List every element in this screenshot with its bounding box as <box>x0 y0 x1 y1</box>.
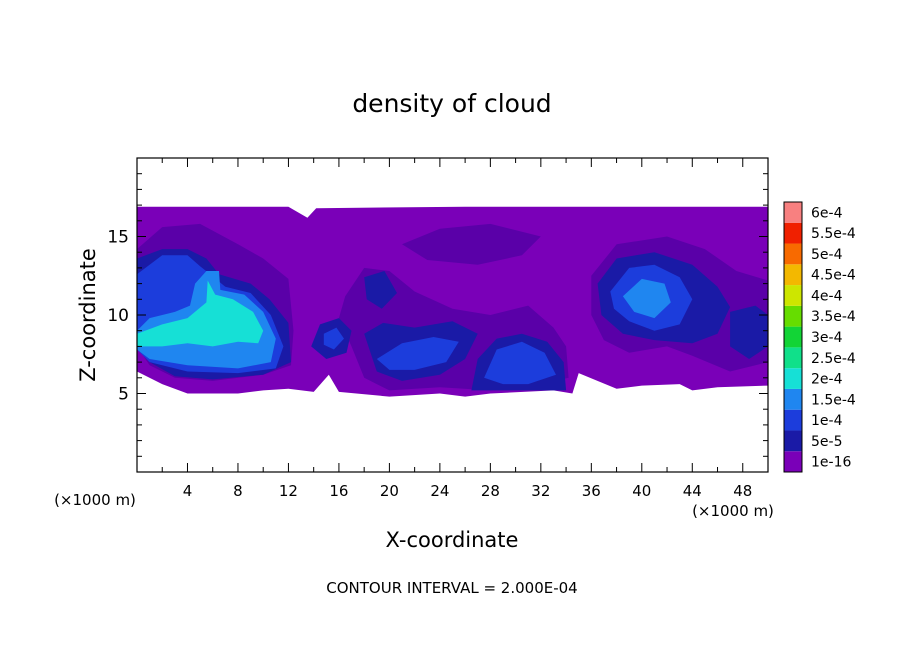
y-tick-label: 5 <box>118 385 129 405</box>
colorbar-swatch <box>784 222 802 244</box>
colorbar-swatch <box>784 202 802 223</box>
x-tick-label: 40 <box>632 482 651 500</box>
colorbar-label: 1e-16 <box>811 455 851 471</box>
colorbar-swatch <box>784 430 802 452</box>
colorbar-frame <box>783 201 803 473</box>
colorbar-swatch <box>784 243 802 265</box>
x-unit-label-left: (×1000 m) <box>54 491 136 509</box>
x-tick-label: 8 <box>233 482 243 500</box>
colorbar-label: 3.5e-4 <box>811 309 856 325</box>
colorbar-swatch <box>784 368 802 389</box>
field-region-19 <box>137 280 264 347</box>
y-tick-label: 10 <box>107 306 129 326</box>
colorbar-swatch <box>784 409 802 431</box>
colorbar-label: 1e-4 <box>811 413 843 429</box>
field-region-16 <box>323 327 344 350</box>
colorbar-label: 5.5e-4 <box>811 226 856 242</box>
x-tick-label: 16 <box>329 482 348 500</box>
y-axis: 5 10 15 <box>107 173 768 457</box>
colorbar-swatch <box>784 347 802 369</box>
field-region-18 <box>622 278 671 319</box>
y-tick-label: 15 <box>107 228 129 248</box>
colorbar-label: 4.5e-4 <box>811 268 856 284</box>
x-axis: 4 8 12 16 20 24 28 32 36 40 44 48 <box>161 158 769 500</box>
colorbar-label: 2e-4 <box>811 372 843 388</box>
x-tick-label: 24 <box>430 482 449 500</box>
colorbar-label: 3e-4 <box>811 330 843 346</box>
x-tick-label: 48 <box>733 482 752 500</box>
x-tick-label: 4 <box>183 482 193 500</box>
colorbar-swatch <box>784 285 802 306</box>
x-tick-label: 36 <box>582 482 601 500</box>
field-region-14 <box>484 341 556 385</box>
field-region-10 <box>364 271 397 309</box>
x-tick-label: 32 <box>531 482 550 500</box>
x-tick-label: 12 <box>279 482 298 500</box>
x-unit-label-right: (×1000 m) <box>692 502 774 520</box>
x-axis-label: X-coordinate <box>386 528 519 552</box>
x-tick-label: 44 <box>683 482 702 500</box>
y-axis-label: Z-coordinate <box>76 248 100 382</box>
colorbar-label: 5e-4 <box>811 247 843 263</box>
colorbar: 1e-16 5e-5 1e-4 1.5e-4 2e-4 2.5e-4 3e-4 3.5e-4 4… <box>783 201 856 473</box>
colorbar-swatch <box>784 451 802 472</box>
field-region-15 <box>376 337 459 370</box>
density-field <box>137 206 768 397</box>
x-tick-label: 28 <box>481 482 500 500</box>
colorbar-label: 6e-4 <box>811 205 843 221</box>
field-region-11 <box>730 305 768 359</box>
colorbar-swatch <box>784 305 802 327</box>
colorbar-label: 5e-5 <box>811 434 842 450</box>
contour-interval-note: CONTOUR INTERVAL = 2.000E-04 <box>326 579 577 597</box>
chart-title: density of cloud <box>352 89 551 118</box>
colorbar-swatch <box>784 388 802 410</box>
colorbar-label: 4e-4 <box>811 288 843 304</box>
colorbar-swatch <box>784 264 802 286</box>
colorbar-swatch <box>784 326 802 348</box>
x-tick-label: 20 <box>380 482 399 500</box>
colorbar-label: 2.5e-4 <box>811 351 856 367</box>
field-region-4 <box>402 223 541 265</box>
colorbar-label: 1.5e-4 <box>811 392 856 408</box>
